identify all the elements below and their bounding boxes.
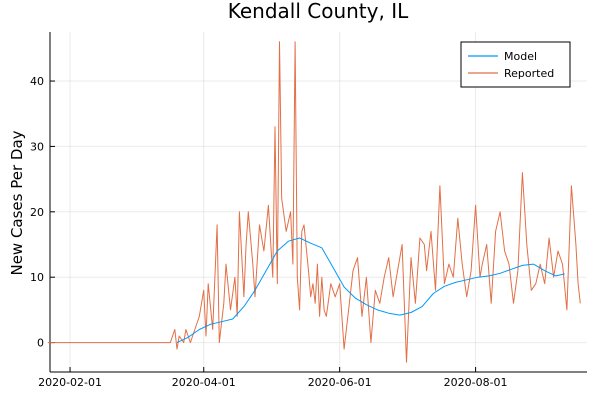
tick-labels: 0 10 20 30 40 2020-02-01 2020-04-01 2020-06-01 2… (30, 75, 508, 389)
legend-label-reported: Reported (504, 67, 554, 80)
y-tick-label: 20 (30, 206, 44, 219)
y-tick-label: 0 (37, 337, 44, 350)
series-line-reported (47, 41, 581, 363)
chart-title: Kendall County, IL (228, 0, 409, 23)
gridlines (50, 32, 587, 372)
x-tick-label: 2020-06-01 (308, 376, 372, 389)
axes (49, 32, 587, 373)
y-axis-label: New Cases Per Day (8, 130, 26, 275)
x-tick-label: 2020-08-01 (444, 376, 508, 389)
legend-box (460, 41, 571, 88)
legend-label-model: Model (504, 50, 537, 63)
x-tick-label: 2020-02-01 (38, 376, 102, 389)
series-lines (47, 41, 581, 363)
y-tick-label: 40 (30, 75, 44, 88)
x-tick-label: 2020-04-01 (172, 376, 236, 389)
y-tick-label: 10 (30, 271, 44, 284)
y-tick-label: 30 (30, 140, 44, 153)
legend: Model Reported (460, 41, 571, 88)
series-line-model (176, 237, 565, 344)
